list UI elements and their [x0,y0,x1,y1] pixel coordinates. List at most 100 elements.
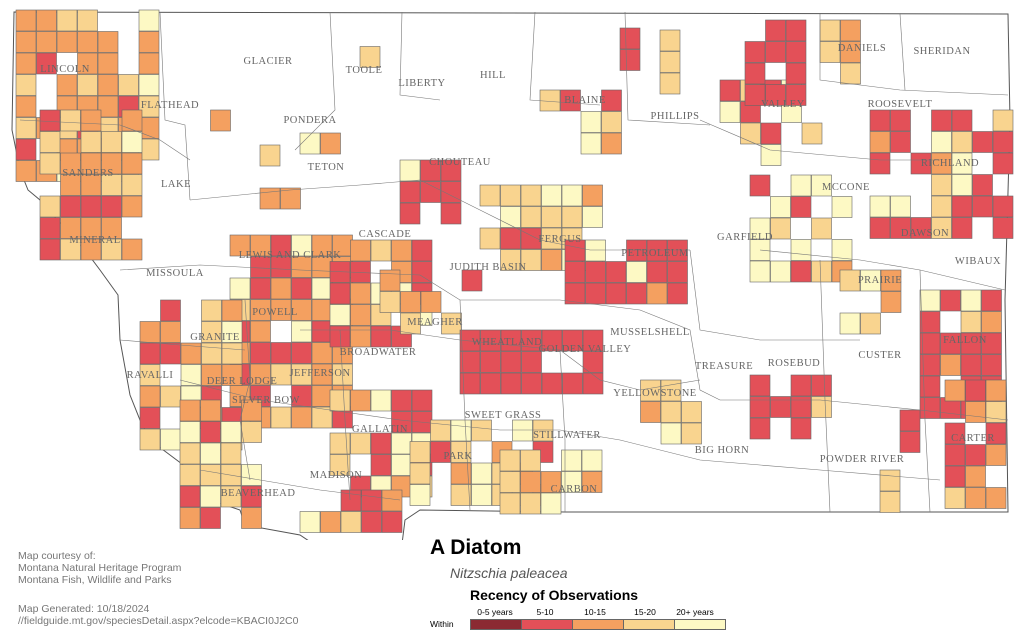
observation-cell [39,217,61,239]
observation-cell [951,109,973,132]
observation-cell [138,31,160,53]
observation-cell [840,41,861,63]
observation-cell [179,485,201,508]
observation-cell [985,379,1007,402]
observation-cell [340,511,362,533]
observation-cell [681,422,702,445]
observation-cell [121,174,143,196]
county-label-ravalli: RAVALLI [127,370,174,381]
observation-cell [221,342,243,365]
observation-cell [960,354,982,376]
observation-cell [770,260,791,283]
county-label-mccone: MCCONE [822,182,870,193]
observation-cell [931,131,952,153]
observation-cell [241,421,262,443]
observation-cell [291,234,312,257]
observation-cell [981,311,1002,333]
observation-cell [97,74,119,96]
observation-cell [931,152,952,175]
observation-cell [582,184,603,207]
observation-cell [785,19,807,42]
county-label-treasure: TREASURE [695,361,753,372]
observation-cell [200,399,221,422]
county-label-mineral: MINERAL [69,235,120,246]
observation-cell [500,206,521,228]
observation-cell [250,299,271,321]
observation-cell [291,342,312,364]
observation-cell [919,332,941,355]
observation-cell [77,74,98,96]
observation-cell [101,195,122,218]
observation-cell [790,396,812,418]
observation-cell [744,62,766,85]
observation-cell [659,72,681,95]
legend-prefix: Within [430,619,454,629]
map-credits: Map courtesy of: Montana Natural Heritag… [18,550,181,586]
observation-cell [521,329,542,352]
observation-cell [960,311,982,333]
observation-cell [521,351,542,373]
observation-cell [420,291,442,313]
observation-cell [819,19,841,42]
observation-cell [270,256,292,278]
observation-cell [960,289,982,312]
scientific-name: Nitzschia paleacea [450,565,568,581]
observation-cell [564,261,586,283]
observation-cell [500,184,521,207]
observation-cell [765,84,786,106]
observation-cell [399,181,421,203]
observation-cell [899,431,921,453]
observation-cell [811,260,832,283]
observation-cell [138,9,160,32]
observation-cell [311,299,333,321]
observation-cell [379,291,401,313]
observation-cell [250,320,271,343]
county-label-carter: CARTER [951,433,995,444]
observation-cell [541,227,562,250]
observation-cell [931,109,952,132]
observation-cell [350,282,371,305]
observation-cell [562,372,583,395]
generated-date: Map Generated: 10/18/2024 [18,603,150,615]
observation-cell [60,195,81,218]
observation-cell [250,277,271,300]
observation-cell [180,364,202,386]
observation-cell [585,261,606,283]
observation-cell [749,217,771,240]
observation-cell [250,234,271,257]
observation-cell [626,261,647,283]
observation-cell [160,342,181,365]
observation-cell [391,239,412,262]
observation-cell [541,372,563,395]
observation-cell [944,465,966,488]
observation-cell [229,277,251,300]
county-label-golden-valley: GOLDEN VALLEY [539,344,632,355]
observation-cell [411,261,433,283]
observation-cell [291,256,312,278]
observation-cell [744,84,766,106]
observation-cell [259,144,281,167]
legend-swatch-3 [624,620,675,629]
observation-cell [311,320,333,343]
observation-cell [80,195,102,218]
observation-cell [660,379,682,402]
observation-cell [944,422,966,445]
observation-cell [744,41,766,63]
observation-cell [320,511,341,533]
observation-cell [646,239,668,262]
observation-cell [585,239,606,262]
observation-cell [39,152,61,175]
observation-cell [291,406,312,429]
observation-cell [471,419,492,442]
observation-cell [370,389,392,412]
observation-cell [15,52,37,75]
observation-cell [381,489,403,512]
county-label-big-horn: BIG HORN [695,445,749,456]
observation-cell [80,174,102,196]
observation-cell [441,312,462,335]
observation-cell [229,234,251,257]
observation-cell [601,132,622,155]
observation-cell [56,31,78,53]
observation-cell [972,131,993,153]
observation-cell [329,282,351,305]
